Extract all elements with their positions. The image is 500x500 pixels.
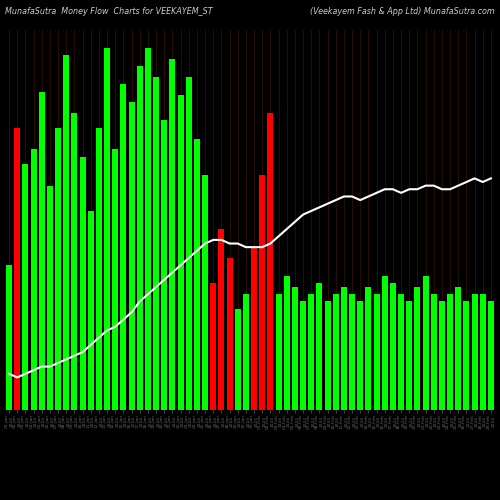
Bar — [472, 294, 478, 410]
Bar — [96, 128, 102, 410]
Bar — [366, 287, 372, 410]
Bar — [104, 48, 110, 410]
Bar — [178, 95, 184, 410]
Bar — [47, 186, 53, 410]
Bar — [226, 258, 232, 410]
Bar — [210, 284, 216, 410]
Bar — [80, 156, 86, 410]
Bar — [234, 308, 241, 410]
Bar — [6, 265, 12, 410]
Bar — [324, 302, 330, 410]
Bar — [128, 102, 134, 410]
Bar — [161, 120, 168, 410]
Bar — [268, 113, 274, 410]
Bar — [308, 294, 314, 410]
Bar — [374, 294, 380, 410]
Bar — [243, 294, 249, 410]
Bar — [430, 294, 437, 410]
Bar — [14, 128, 20, 410]
Text: (Veekayem Fash & App Ltd) MunafaSutra.com: (Veekayem Fash & App Ltd) MunafaSutra.co… — [310, 8, 495, 16]
Bar — [439, 302, 445, 410]
Bar — [382, 276, 388, 410]
Bar — [447, 294, 453, 410]
Bar — [194, 138, 200, 410]
Bar — [398, 294, 404, 410]
Bar — [422, 276, 428, 410]
Bar — [284, 276, 290, 410]
Bar — [55, 128, 61, 410]
Bar — [38, 92, 45, 410]
Bar — [259, 175, 266, 410]
Bar — [406, 302, 412, 410]
Bar — [414, 287, 420, 410]
Bar — [22, 164, 28, 410]
Bar — [72, 113, 78, 410]
Bar — [251, 247, 257, 410]
Bar — [488, 302, 494, 410]
Bar — [464, 302, 469, 410]
Bar — [170, 59, 175, 410]
Bar — [30, 150, 36, 410]
Bar — [316, 284, 322, 410]
Bar — [292, 287, 298, 410]
Bar — [390, 284, 396, 410]
Bar — [202, 175, 208, 410]
Bar — [153, 77, 159, 410]
Bar — [455, 287, 462, 410]
Bar — [145, 48, 151, 410]
Bar — [136, 66, 143, 410]
Bar — [218, 229, 224, 410]
Bar — [332, 294, 339, 410]
Bar — [300, 302, 306, 410]
Bar — [120, 84, 126, 410]
Bar — [480, 294, 486, 410]
Bar — [186, 77, 192, 410]
Bar — [63, 56, 70, 410]
Bar — [341, 287, 347, 410]
Bar — [112, 150, 118, 410]
Bar — [88, 211, 94, 410]
Bar — [357, 302, 364, 410]
Text: MunafaSutra  Money Flow  Charts for VEEKAYEM_ST: MunafaSutra Money Flow Charts for VEEKAY… — [5, 8, 212, 16]
Bar — [349, 294, 355, 410]
Bar — [276, 294, 281, 410]
